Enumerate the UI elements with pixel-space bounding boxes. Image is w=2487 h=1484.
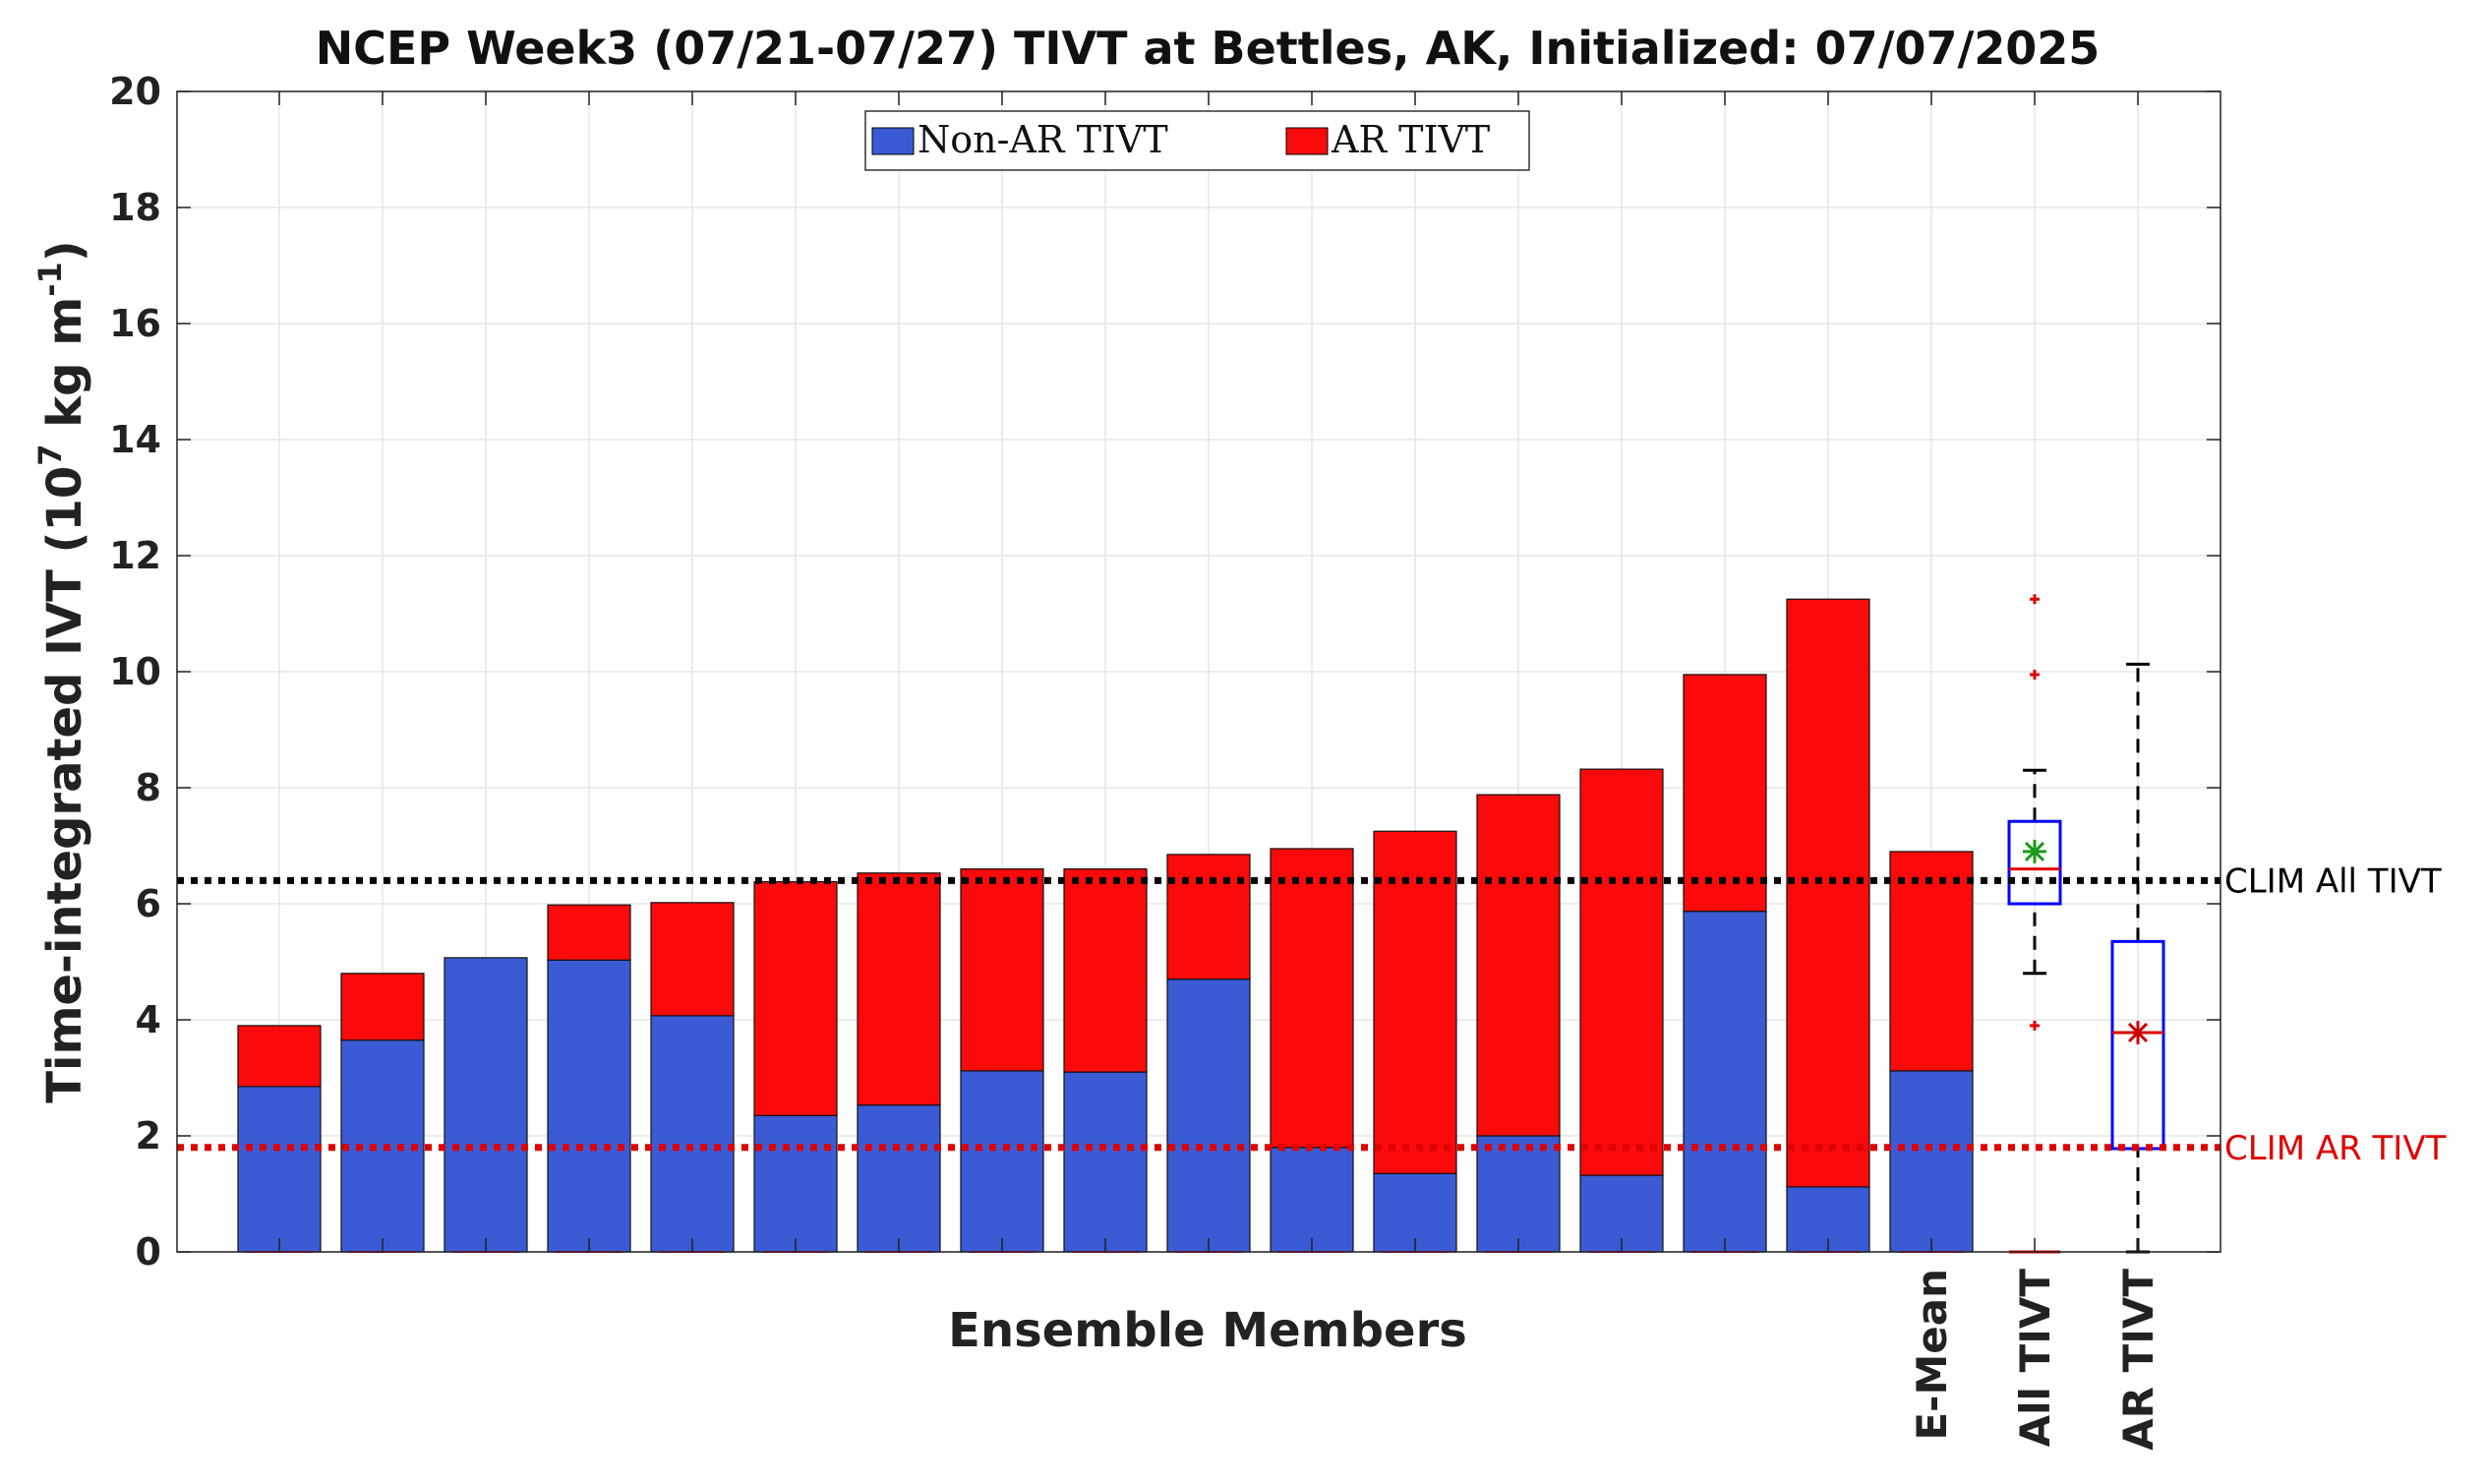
bar-non-ar-0 [237, 1086, 322, 1253]
x-axis-label: Ensemble Members [948, 1303, 1467, 1358]
clim-all-tivt-label: CLIM All TIVT [2224, 861, 2442, 901]
clim-ar-tivt-label: CLIM AR TIVT [2224, 1129, 2447, 1168]
bar-non-ar-14 [1683, 911, 1767, 1253]
y-tick-label-1: 2 [136, 1114, 161, 1158]
boxplot-all-tivt-mean-marker [2023, 839, 2046, 863]
y-axis-label-part3: ) [37, 240, 92, 262]
x-tick-label-17: All TIVT [2011, 1269, 2059, 1448]
legend-box [864, 110, 1530, 171]
boxplot-all-tivt-outlier-1 [2030, 669, 2040, 680]
legend-label-non-ar: Non-AR TIVT [918, 118, 1168, 161]
bar-ar-14 [1683, 674, 1767, 913]
y-tick-label-10: 20 [109, 70, 161, 113]
bar-ar-1 [340, 973, 425, 1041]
y-tick-label-7: 14 [109, 418, 161, 461]
boxplot-ar-tivt-mean-marker [2126, 1020, 2150, 1044]
bars [237, 598, 1974, 1253]
bar-non-ar-10 [1270, 1147, 1354, 1253]
bar-ar-13 [1579, 768, 1664, 1176]
boxplot-all-tivt-box [2007, 819, 2062, 906]
y-tick-label-8: 16 [109, 302, 161, 345]
y-tick-label-9: 18 [109, 186, 161, 229]
bar-ar-11 [1373, 830, 1457, 1174]
reference-lines: CLIM All TIVT CLIM AR TIVT [177, 861, 2447, 1168]
y-axis-label-exp2: -1 [31, 262, 69, 297]
y-tick-label-6: 12 [109, 534, 161, 577]
y-tick-label-3: 6 [136, 882, 161, 925]
y-axis: 0 2 4 6 8 10 12 14 16 18 20 [109, 70, 2221, 1274]
bar-non-ar-7 [960, 1070, 1044, 1253]
bar-non-ar-9 [1166, 979, 1251, 1253]
y-axis-label-part2: kg m [37, 297, 92, 445]
bar-non-ar-8 [1063, 1071, 1148, 1253]
y-tick-label-5: 10 [109, 650, 161, 693]
x-tick-label-18: AR TIVT [2114, 1269, 2162, 1451]
boxplot-all-tivt-outlier-0 [2030, 1020, 2040, 1031]
bar-ar-9 [1166, 854, 1251, 980]
bar-non-ar-4 [650, 1015, 735, 1253]
bar-ar-12 [1476, 794, 1561, 1137]
bar-ar-15 [1786, 598, 1870, 1188]
legend: Non-AR TIVT AR TIVT [864, 110, 1530, 171]
chart-title: NCEP Week3 (07/21-07/27) TIVT at Bettles… [316, 22, 2101, 75]
bar-ar-8 [1063, 867, 1148, 1073]
boxplot-all-tivt-outlier-2 [2030, 594, 2040, 605]
legend-swatch-ar [1285, 127, 1329, 155]
bar-ar-10 [1270, 848, 1354, 1149]
y-axis-label-exp: 7 [31, 444, 69, 465]
bar-non-ar-16 [1889, 1070, 1974, 1253]
bar-ar-0 [237, 1025, 322, 1088]
y-tick-label-2: 4 [136, 998, 161, 1041]
y-axis-label-part1: Time-integrated IVT (10 [37, 466, 92, 1103]
bar-ar-3 [547, 904, 631, 961]
bar-non-ar-1 [340, 1039, 425, 1253]
y-axis-label: Time-integrated IVT (107 kg m-1) [31, 240, 92, 1102]
boxplots [2007, 594, 2165, 1254]
bar-ar-16 [1889, 851, 1974, 1072]
y-tick-label-4: 8 [136, 766, 161, 809]
bar-non-ar-2 [444, 957, 528, 1253]
bar-ar-5 [753, 880, 838, 1116]
y-tick-label-0: 0 [136, 1230, 161, 1274]
bar-non-ar-12 [1476, 1135, 1561, 1253]
bar-ar-6 [857, 872, 941, 1106]
bar-non-ar-5 [753, 1114, 838, 1253]
x-axis: E-Mean All TIVT AR TIVT [278, 91, 2162, 1451]
bar-non-ar-6 [857, 1104, 941, 1253]
x-tick-label-16: E-Mean [1908, 1269, 1956, 1441]
legend-swatch-non-ar [871, 127, 915, 155]
bar-ar-4 [650, 902, 735, 1017]
bar-non-ar-3 [547, 959, 631, 1253]
bar-ar-7 [960, 867, 1044, 1072]
legend-label-ar: AR TIVT [1331, 118, 1490, 161]
